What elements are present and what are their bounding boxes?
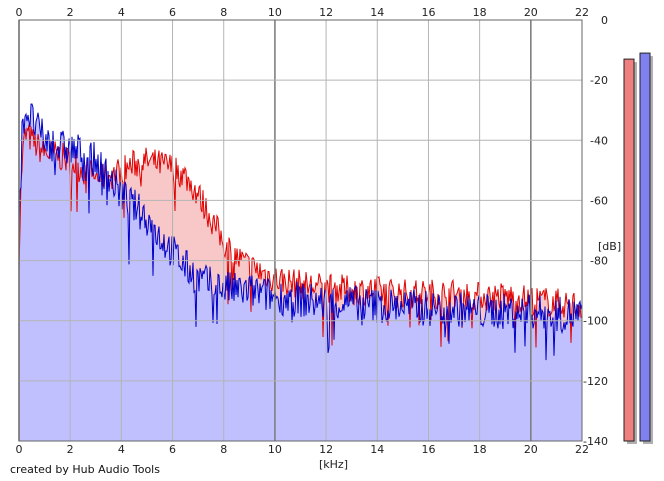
y-tick-label: -80 bbox=[590, 255, 608, 268]
x-tick-label-top: 8 bbox=[220, 6, 227, 19]
y-tick-label: -40 bbox=[590, 134, 608, 147]
y-axis-ticks: 0 -20 -40 -60 -80 -100 -120 -140 bbox=[583, 14, 608, 448]
series-fill-blue bbox=[19, 104, 582, 441]
x-tick-label-bottom: 8 bbox=[220, 443, 227, 456]
x-tick-label-bottom: 0 bbox=[16, 443, 23, 456]
x-tick-label-bottom: 18 bbox=[473, 443, 487, 456]
x-tick-label-top: 14 bbox=[370, 6, 384, 19]
y-axis-label: [dB] bbox=[598, 240, 621, 253]
x-tick-label-top: 2 bbox=[67, 6, 74, 19]
x-tick-label-top: 6 bbox=[169, 6, 176, 19]
x-tick-label-top: 0 bbox=[16, 6, 23, 19]
series-line-red bbox=[18, 124, 583, 348]
x-axis-top-ticks: 0 2 4 6 8 10 12 14 16 18 20 22 bbox=[16, 6, 590, 19]
y-tick-label: -120 bbox=[583, 375, 608, 388]
x-axis-bottom-ticks: 0 2 4 6 8 10 12 14 16 18 20 22 bbox=[16, 443, 590, 456]
x-tick-label-bottom: 22 bbox=[575, 443, 589, 456]
series-line-blue bbox=[18, 103, 583, 361]
x-tick-label-bottom: 14 bbox=[370, 443, 384, 456]
plot-area bbox=[18, 20, 583, 442]
y-tick-label: 0 bbox=[601, 14, 608, 27]
credit-text: created by Hub Audio Tools bbox=[10, 463, 160, 476]
x-tick-label-top: 22 bbox=[575, 6, 589, 19]
x-tick-label-top: 20 bbox=[524, 6, 538, 19]
grid-lines bbox=[18, 19, 583, 442]
x-axis-label: [kHz] bbox=[319, 458, 348, 471]
level-meter-red bbox=[623, 58, 635, 442]
x-tick-label-bottom: 2 bbox=[67, 443, 74, 456]
x-tick-label-bottom: 6 bbox=[169, 443, 176, 456]
plot-border bbox=[18, 19, 583, 442]
y-tick-label: -100 bbox=[583, 315, 608, 328]
x-tick-label-top: 18 bbox=[473, 6, 487, 19]
x-tick-label-bottom: 4 bbox=[118, 443, 125, 456]
x-tick-label-top: 4 bbox=[118, 6, 125, 19]
y-tick-label: -60 bbox=[590, 194, 608, 207]
x-tick-label-bottom: 20 bbox=[524, 443, 538, 456]
x-tick-label-top: 16 bbox=[421, 6, 435, 19]
x-tick-label-bottom: 10 bbox=[268, 443, 282, 456]
x-tick-label-top: 12 bbox=[319, 6, 333, 19]
x-tick-label-bottom: 16 bbox=[421, 443, 435, 456]
x-tick-label-top: 10 bbox=[268, 6, 282, 19]
y-tick-label: -20 bbox=[590, 74, 608, 87]
level-meter-blue bbox=[639, 52, 651, 442]
y-tick-label: -140 bbox=[583, 435, 608, 448]
level-meters bbox=[623, 52, 653, 444]
x-tick-label-bottom: 12 bbox=[319, 443, 333, 456]
